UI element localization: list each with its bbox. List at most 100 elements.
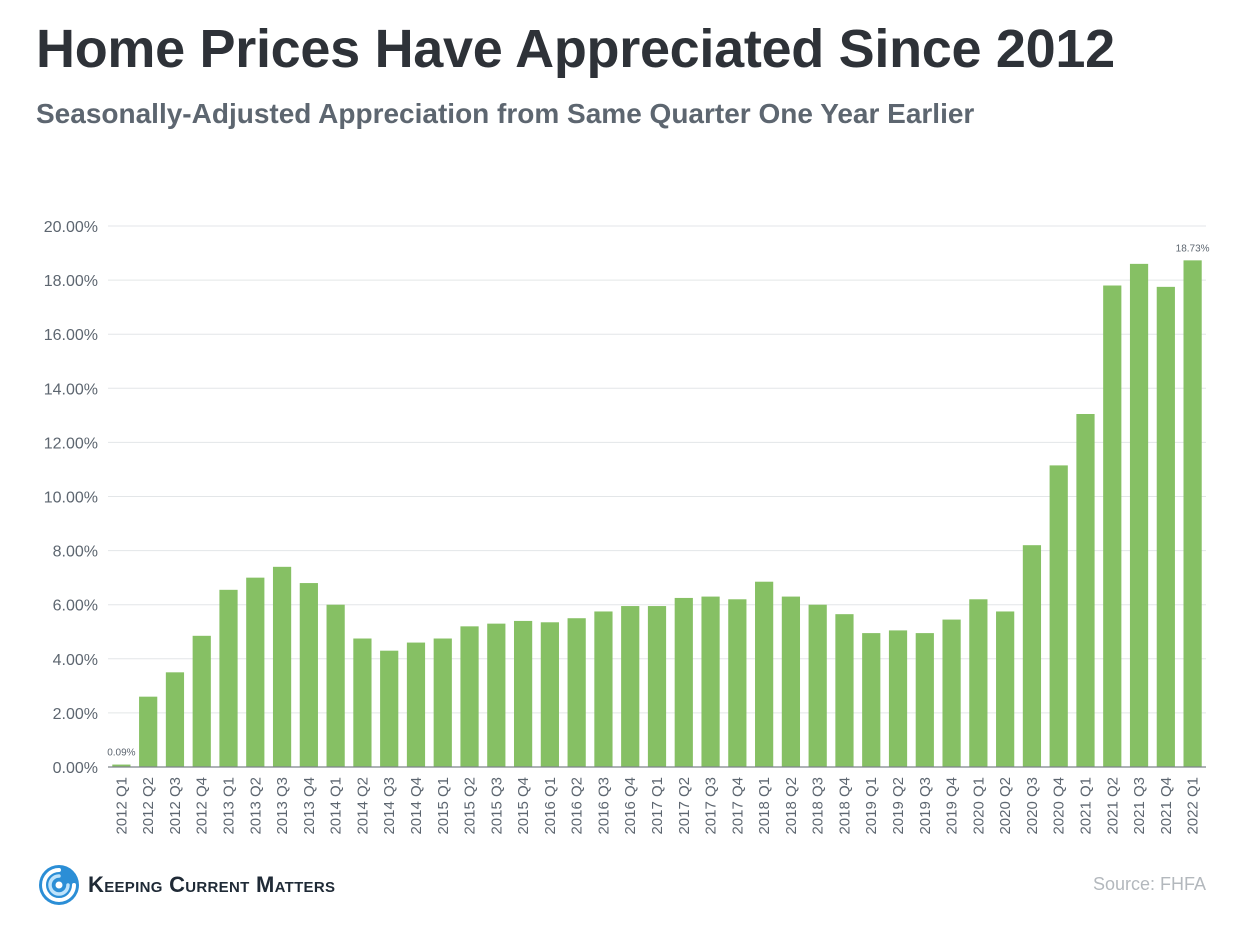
bar xyxy=(647,606,667,767)
x-tick-label: 2019 Q2 xyxy=(890,777,907,835)
x-tick-label: 2017 Q2 xyxy=(676,777,693,835)
bar xyxy=(781,596,801,767)
bar xyxy=(165,672,185,767)
bar xyxy=(380,650,399,767)
x-tick-label: 2012 Q1 xyxy=(113,777,130,835)
bar xyxy=(1022,545,1042,767)
x-tick-label: 2017 Q4 xyxy=(729,777,746,835)
x-tick-label: 2018 Q1 xyxy=(756,777,773,835)
bar xyxy=(1049,465,1068,767)
bar xyxy=(969,599,988,767)
y-tick-label: 8.00% xyxy=(53,544,98,561)
bar xyxy=(621,606,640,767)
y-tick-label: 16.00% xyxy=(44,327,98,344)
bar xyxy=(728,599,747,767)
bar xyxy=(1183,260,1202,767)
x-axis-ticks: 2012 Q1 2012 Q2 2012 Q3 2012 Q4 2013 Q1 2013 … xyxy=(113,777,1201,835)
x-tick-label: 2021 Q1 xyxy=(1077,777,1094,835)
y-axis-ticks: 0.00% 2.00% 4.00% 6.00% 8.00% 10.00% 12.00% 14.… xyxy=(44,219,98,777)
x-tick-label: 2014 Q4 xyxy=(408,777,425,835)
bar xyxy=(299,583,318,767)
x-tick-label: 2016 Q2 xyxy=(569,777,586,835)
x-tick-label: 2020 Q2 xyxy=(997,777,1014,835)
bar xyxy=(755,581,774,767)
bar xyxy=(808,604,827,767)
bar xyxy=(540,622,559,767)
data-label: 18.73% xyxy=(1176,243,1210,254)
x-tick-label: 2016 Q3 xyxy=(595,777,612,835)
x-tick-label: 2017 Q1 xyxy=(649,777,666,835)
y-tick-label: 2.00% xyxy=(53,706,98,723)
x-tick-label: 2013 Q2 xyxy=(247,777,264,835)
bars xyxy=(112,260,1202,767)
brand-name: Keeping Current Matters xyxy=(88,872,336,897)
y-tick-label: 14.00% xyxy=(44,381,98,398)
x-tick-label: 2019 Q4 xyxy=(944,777,961,835)
y-tick-label: 18.00% xyxy=(44,273,98,290)
bar xyxy=(326,604,345,767)
bar xyxy=(835,614,854,767)
bar xyxy=(192,635,211,767)
y-tick-label: 4.00% xyxy=(53,652,98,669)
bar xyxy=(701,596,720,767)
x-tick-label: 2014 Q2 xyxy=(354,777,371,835)
x-tick-label: 2021 Q2 xyxy=(1104,777,1121,835)
x-tick-label: 2020 Q1 xyxy=(970,777,987,835)
bar xyxy=(272,566,292,767)
bar xyxy=(1076,413,1095,767)
x-tick-label: 2016 Q4 xyxy=(622,777,639,835)
bar xyxy=(219,589,238,767)
x-tick-label: 2017 Q3 xyxy=(703,777,720,835)
x-tick-label: 2013 Q4 xyxy=(301,777,318,835)
bar xyxy=(594,611,613,767)
bar xyxy=(862,633,881,767)
bar xyxy=(112,764,131,767)
x-tick-label: 2018 Q3 xyxy=(810,777,827,835)
bar xyxy=(888,630,908,767)
data-labels: 0.09% 18.73% xyxy=(107,243,1209,758)
x-tick-label: 2019 Q1 xyxy=(863,777,880,835)
y-tick-label: 10.00% xyxy=(44,490,98,507)
bar-chart: 0.00% 2.00% 4.00% 6.00% 8.00% 10.00% 12.00% 14.… xyxy=(44,219,1210,835)
y-tick-label: 20.00% xyxy=(44,219,98,236)
bar xyxy=(1129,263,1149,767)
bar xyxy=(353,638,372,767)
x-tick-label: 2022 Q1 xyxy=(1185,777,1202,835)
x-tick-label: 2020 Q3 xyxy=(1024,777,1041,835)
x-tick-label: 2013 Q3 xyxy=(274,777,291,835)
bar xyxy=(406,642,426,767)
x-tick-label: 2016 Q1 xyxy=(542,777,559,835)
x-tick-label: 2012 Q3 xyxy=(167,777,184,835)
x-tick-label: 2015 Q2 xyxy=(462,777,479,835)
y-tick-label: 12.00% xyxy=(44,435,98,452)
x-tick-label: 2015 Q3 xyxy=(488,777,505,835)
source-note: Source: FHFA xyxy=(1092,874,1206,894)
bar xyxy=(996,611,1015,767)
x-tick-label: 2015 Q4 xyxy=(515,777,532,835)
bar xyxy=(487,623,506,767)
bar xyxy=(567,618,586,767)
x-tick-label: 2014 Q1 xyxy=(328,777,345,835)
chart-title: Home Prices Have Appreciated Since 2012 xyxy=(36,19,1115,79)
x-tick-label: 2018 Q2 xyxy=(783,777,800,835)
bar xyxy=(942,619,961,767)
data-label: 0.09% xyxy=(107,748,135,759)
x-tick-label: 2019 Q3 xyxy=(917,777,934,835)
x-tick-label: 2014 Q3 xyxy=(381,777,398,835)
x-tick-label: 2020 Q4 xyxy=(1051,777,1068,835)
bar xyxy=(433,638,452,767)
y-tick-label: 6.00% xyxy=(53,598,98,615)
x-tick-label: 2021 Q3 xyxy=(1131,777,1148,835)
bar xyxy=(139,696,158,767)
bar xyxy=(246,577,265,767)
x-tick-label: 2013 Q1 xyxy=(221,777,238,835)
bar xyxy=(513,620,533,767)
bar xyxy=(915,633,934,767)
x-tick-label: 2018 Q4 xyxy=(836,777,853,835)
bar xyxy=(674,597,693,767)
brand-logo: Keeping Current Matters xyxy=(38,864,335,906)
x-tick-label: 2012 Q4 xyxy=(194,777,211,835)
bar xyxy=(1103,285,1122,767)
x-tick-label: 2015 Q1 xyxy=(435,777,452,835)
x-tick-label: 2012 Q2 xyxy=(140,777,157,835)
